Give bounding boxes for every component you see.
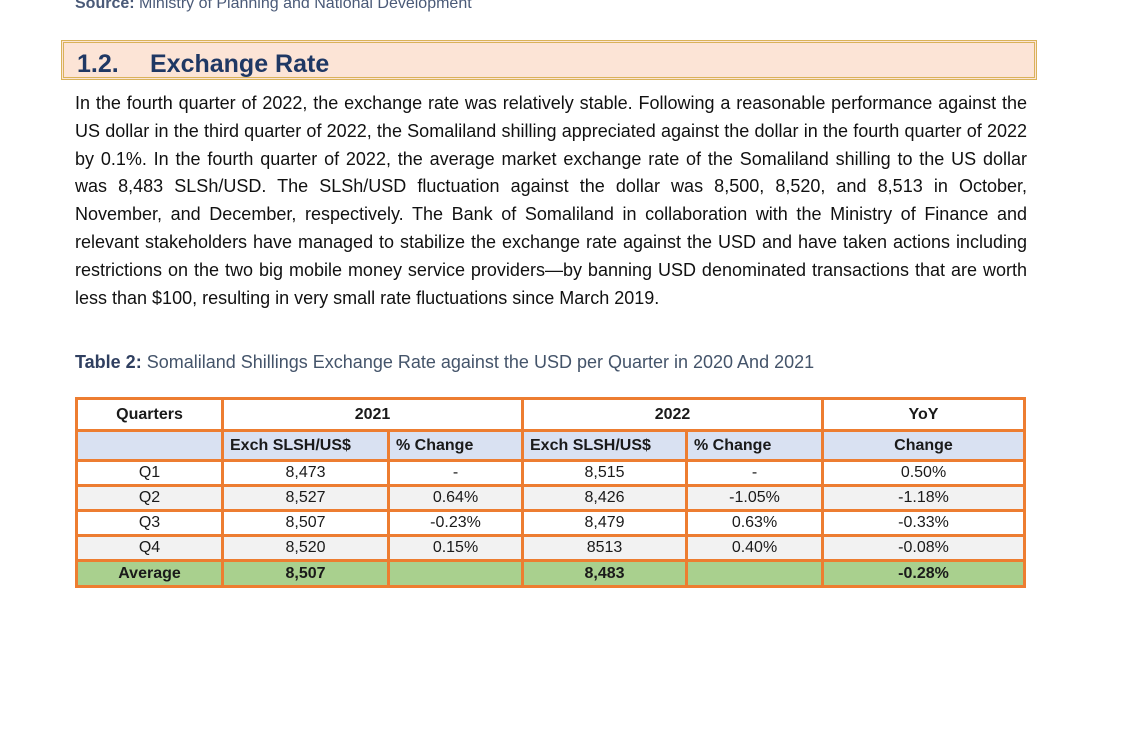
- row-exch-2021: 8,527: [221, 484, 390, 512]
- table-row: Q1 8,473 - 8,515 - 0.50%: [75, 459, 1026, 487]
- row-change-2022: 0.40%: [685, 534, 824, 562]
- header-yoy: YoY: [821, 397, 1026, 432]
- average-change-2021: [387, 559, 524, 588]
- header-row-years: Quarters 2021 2022 YoY: [75, 397, 1026, 432]
- row-quarter: Q1: [75, 459, 224, 487]
- average-exch-2022: 8,483: [521, 559, 688, 588]
- row-exch-2022: 8,515: [521, 459, 688, 487]
- row-exch-2021: 8,520: [221, 534, 390, 562]
- caption-text: Somaliland Shillings Exchange Rate again…: [146, 352, 815, 372]
- average-yoy: -0.28%: [821, 559, 1026, 588]
- caption-label: Table 2:: [75, 352, 142, 372]
- row-quarter: Q4: [75, 534, 224, 562]
- row-change-2022: -1.05%: [685, 484, 824, 512]
- row-exch-2021: 8,473: [221, 459, 390, 487]
- header-quarters: Quarters: [75, 397, 224, 432]
- section-number: 1.2.: [77, 50, 119, 78]
- row-yoy: 0.50%: [821, 459, 1026, 487]
- section-title: Exchange Rate: [150, 50, 330, 78]
- header-2022: 2022: [521, 397, 824, 432]
- row-change-2022: 0.63%: [685, 509, 824, 537]
- header-change-2021: % Change: [387, 429, 524, 462]
- source-label: Source:: [75, 0, 135, 12]
- source-text: Ministry of Planning and National Develo…: [139, 0, 472, 12]
- row-change-2021: 0.15%: [387, 534, 524, 562]
- header-yoy-change: Change: [821, 429, 1026, 462]
- header-exch-2021: Exch SLSH/US$: [221, 429, 390, 462]
- table-row: Q4 8,520 0.15% 8513 0.40% -0.08%: [75, 534, 1026, 562]
- average-exch-2021: 8,507: [221, 559, 390, 588]
- row-change-2022: -: [685, 459, 824, 487]
- row-exch-2022: 8,426: [521, 484, 688, 512]
- row-change-2021: -: [387, 459, 524, 487]
- header-exch-2022: Exch SLSH/US$: [521, 429, 688, 462]
- source-line: Source: Ministry of Planning and Nationa…: [75, 0, 472, 13]
- header-2021: 2021: [221, 397, 524, 432]
- exchange-rate-table: Quarters 2021 2022 YoY Exch SLSH/US$ % C…: [75, 397, 1026, 588]
- row-quarter: Q2: [75, 484, 224, 512]
- row-change-2021: 0.64%: [387, 484, 524, 512]
- row-exch-2021: 8,507: [221, 509, 390, 537]
- header-change-2022: % Change: [685, 429, 824, 462]
- section-heading: 1.2. Exchange Rate: [61, 40, 1037, 80]
- body-paragraph: In the fourth quarter of 2022, the excha…: [75, 93, 1027, 308]
- average-row: Average 8,507 8,483 -0.28%: [75, 559, 1026, 588]
- table-row: Q2 8,527 0.64% 8,426 -1.05% -1.18%: [75, 484, 1026, 512]
- header-row-columns: Exch SLSH/US$ % Change Exch SLSH/US$ % C…: [75, 429, 1026, 462]
- row-quarter: Q3: [75, 509, 224, 537]
- row-yoy: -0.08%: [821, 534, 1026, 562]
- header-blank: [75, 429, 224, 462]
- row-exch-2022: 8,479: [521, 509, 688, 537]
- table-row: Q3 8,507 -0.23% 8,479 0.63% -0.33%: [75, 509, 1026, 537]
- average-label: Average: [75, 559, 224, 588]
- row-yoy: -1.18%: [821, 484, 1026, 512]
- row-exch-2022: 8513: [521, 534, 688, 562]
- average-change-2022: [685, 559, 824, 588]
- row-yoy: -0.33%: [821, 509, 1026, 537]
- row-change-2021: -0.23%: [387, 509, 524, 537]
- table-caption: Table 2: Somaliland Shillings Exchange R…: [75, 352, 814, 373]
